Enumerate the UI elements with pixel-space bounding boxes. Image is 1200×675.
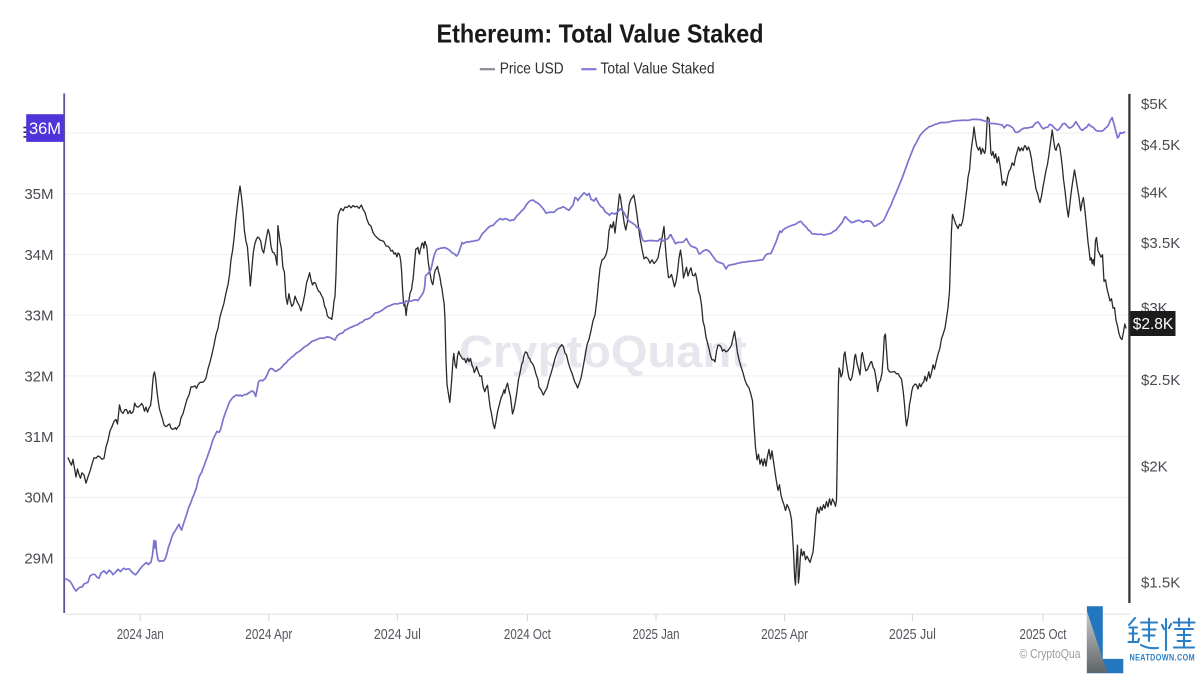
svg-text:30M: 30M — [24, 490, 53, 507]
svg-text:$2.8K: $2.8K — [1133, 316, 1174, 333]
svg-text:2025 Jul: 2025 Jul — [889, 626, 936, 643]
svg-text:$4K: $4K — [1141, 184, 1168, 201]
svg-text:36M: 36M — [29, 120, 61, 138]
svg-text:$3.5K: $3.5K — [1141, 235, 1180, 252]
svg-text:$5K: $5K — [1141, 96, 1168, 113]
svg-text:2024 Jul: 2024 Jul — [374, 626, 421, 643]
svg-text:35M: 35M — [24, 186, 53, 203]
svg-text:CryptoQuant: CryptoQuant — [459, 326, 747, 377]
svg-text:NEATDOWN.COM: NEATDOWN.COM — [1130, 653, 1196, 663]
svg-text:32M: 32M — [24, 368, 53, 385]
svg-text:33M: 33M — [24, 308, 53, 325]
svg-text:2025 Oct: 2025 Oct — [1020, 626, 1068, 643]
svg-text:$1.5K: $1.5K — [1141, 574, 1180, 591]
svg-text:34M: 34M — [24, 247, 53, 264]
svg-text:2024 Apr: 2024 Apr — [245, 626, 292, 643]
svg-text:2025 Apr: 2025 Apr — [761, 626, 808, 643]
svg-text:© CryptoQua: © CryptoQua — [1020, 647, 1081, 661]
svg-text:$2K: $2K — [1141, 458, 1168, 475]
svg-text:2024 Oct: 2024 Oct — [504, 626, 552, 643]
svg-text:29M: 29M — [24, 550, 53, 567]
svg-text:Total Value Staked: Total Value Staked — [601, 61, 715, 78]
svg-text:$4.5K: $4.5K — [1141, 137, 1180, 154]
svg-text:Price USD: Price USD — [500, 61, 564, 78]
svg-text:2024 Jan: 2024 Jan — [117, 626, 164, 643]
svg-text:Ethereum: Total Value Staked: Ethereum: Total Value Staked — [437, 19, 764, 49]
svg-text:2025 Jan: 2025 Jan — [633, 626, 680, 643]
svg-text:31M: 31M — [24, 429, 53, 446]
svg-text:$2.5K: $2.5K — [1141, 372, 1180, 389]
